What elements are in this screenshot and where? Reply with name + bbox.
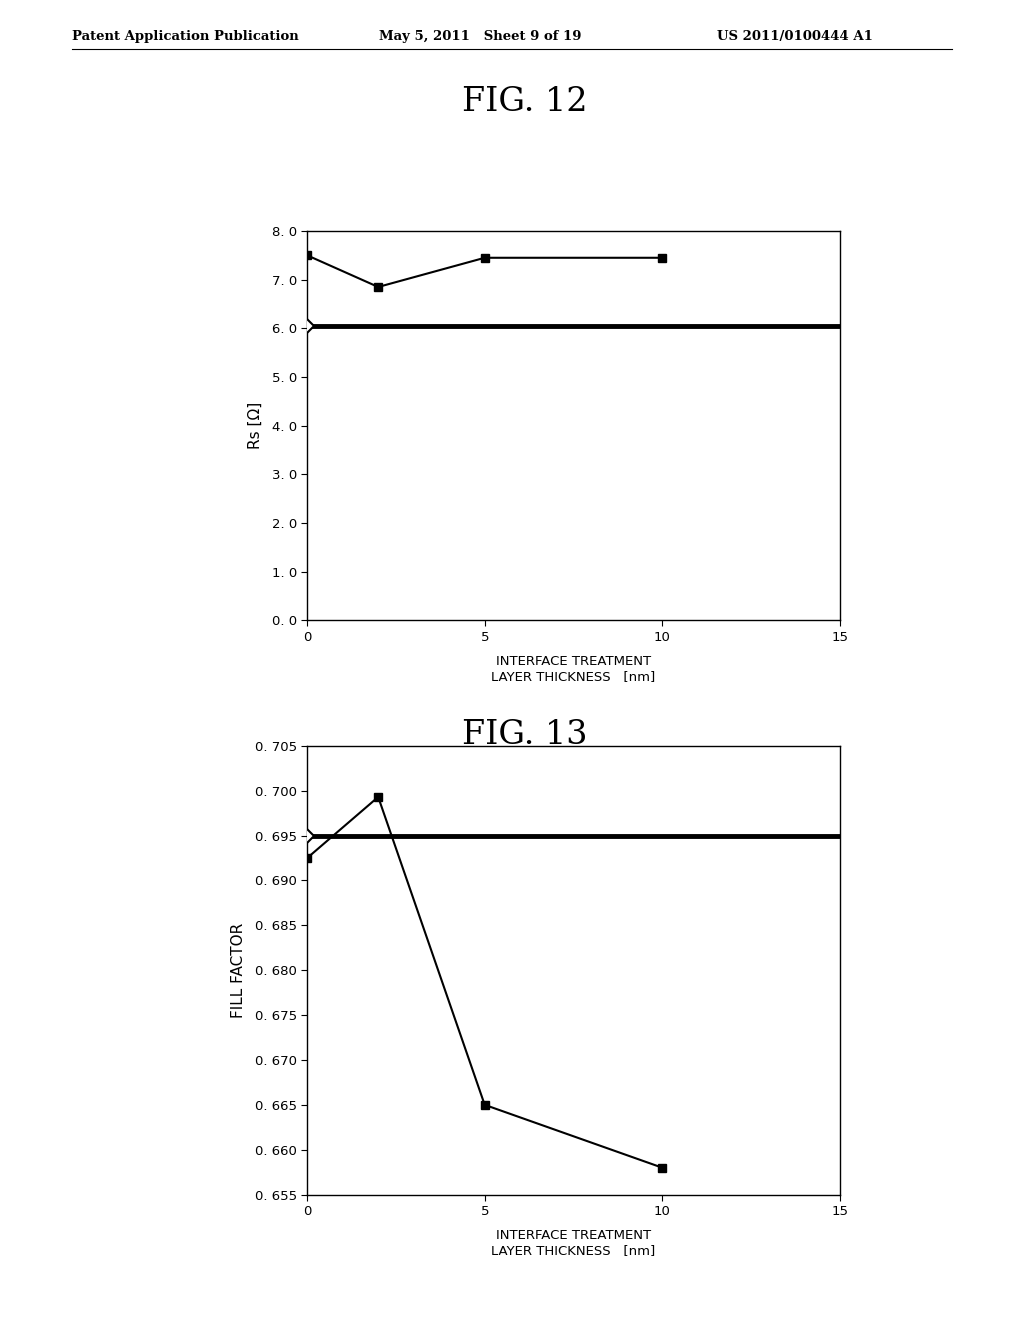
Text: May 5, 2011   Sheet 9 of 19: May 5, 2011 Sheet 9 of 19 <box>379 30 582 44</box>
X-axis label: INTERFACE TREATMENT
LAYER THICKNESS   [nm]: INTERFACE TREATMENT LAYER THICKNESS [nm] <box>492 1229 655 1257</box>
Text: FIG. 12: FIG. 12 <box>462 86 587 117</box>
Y-axis label: Rs [Ω]: Rs [Ω] <box>248 403 263 449</box>
Text: FIG. 13: FIG. 13 <box>462 719 587 751</box>
X-axis label: INTERFACE TREATMENT
LAYER THICKNESS   [nm]: INTERFACE TREATMENT LAYER THICKNESS [nm] <box>492 655 655 682</box>
Text: US 2011/0100444 A1: US 2011/0100444 A1 <box>717 30 872 44</box>
Text: Patent Application Publication: Patent Application Publication <box>72 30 298 44</box>
Y-axis label: FILL FACTOR: FILL FACTOR <box>231 923 247 1018</box>
